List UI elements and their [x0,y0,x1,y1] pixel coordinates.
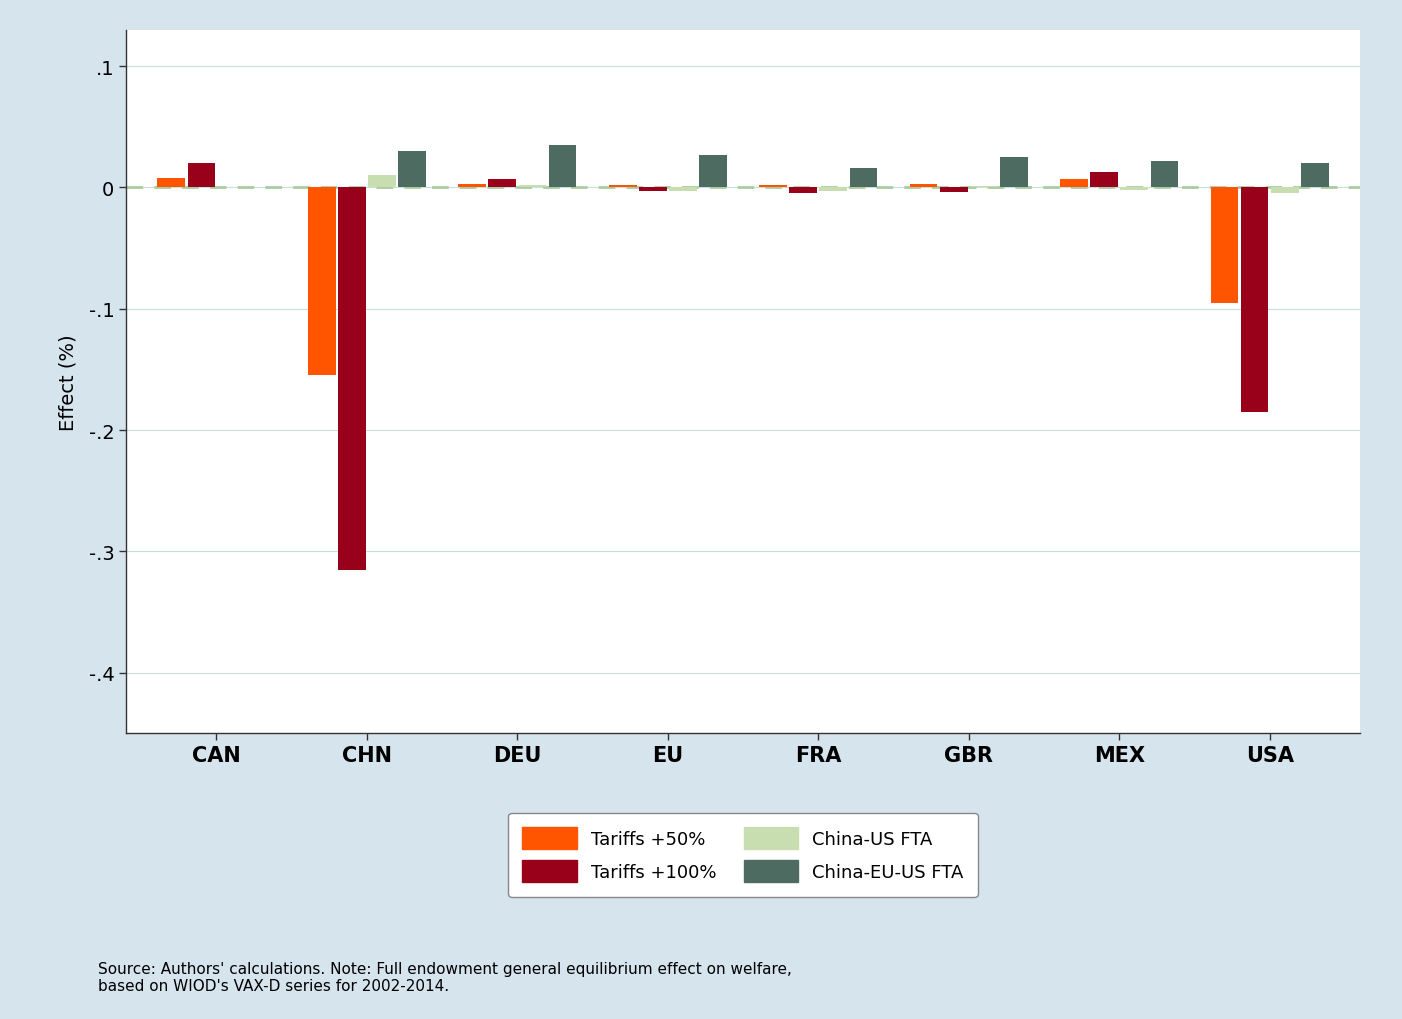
Bar [369,176,395,189]
Bar [488,179,516,189]
Text: Source: Authors' calculations. Note: Full endowment general equilibrium effect o: Source: Authors' calculations. Note: Ful… [98,961,792,994]
Bar [1000,158,1028,189]
Bar [1120,189,1148,191]
Bar [669,189,697,192]
Bar [1301,164,1329,189]
Legend: Tariffs +50%, Tariffs +100%, China-US FTA, China-EU-US FTA: Tariffs +50%, Tariffs +100%, China-US FT… [508,813,979,897]
Bar [850,169,878,189]
Bar [188,164,216,189]
Bar [548,146,576,189]
Bar [789,189,817,195]
Bar [760,185,787,189]
Bar [157,178,185,189]
Bar [1091,172,1117,189]
Bar [970,186,998,189]
Bar [308,189,335,376]
Bar [639,189,666,192]
Bar [1241,189,1269,413]
Bar [1151,161,1178,189]
Bar [608,185,637,189]
Bar [1270,189,1298,195]
Bar [1060,179,1088,189]
Bar [519,185,547,189]
Bar [338,189,366,570]
Y-axis label: Effect (%): Effect (%) [59,334,77,430]
Bar [939,189,967,193]
Bar [458,184,486,189]
Bar [910,184,938,189]
Bar [1211,189,1238,304]
Bar [700,156,726,189]
Bar [820,189,847,192]
Bar [398,152,426,189]
